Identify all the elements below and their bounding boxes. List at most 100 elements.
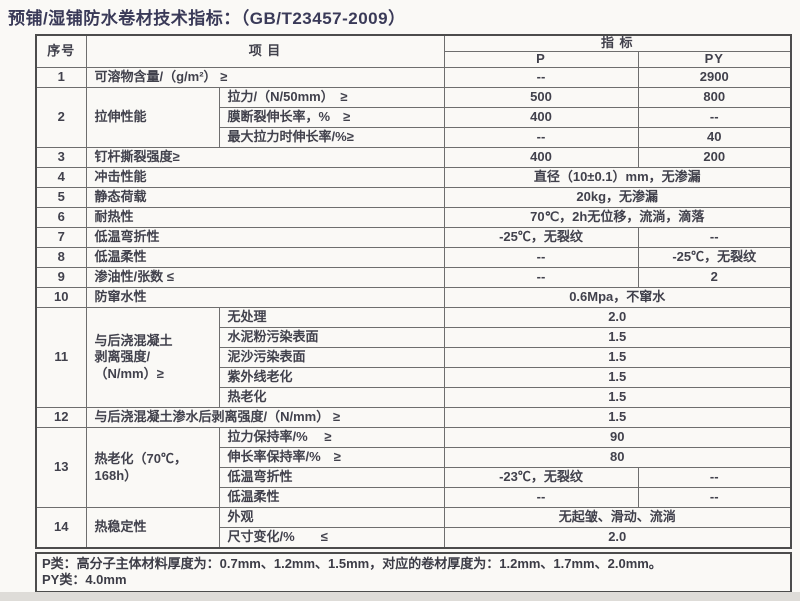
- cell-value-py: 200: [637, 147, 792, 168]
- cell-sub-label: 拉力/（N/50mm） ≥: [218, 87, 445, 108]
- cell-row-no: 11: [35, 307, 87, 408]
- table-row: 9 渗油性/张数 ≤ -- 2: [35, 267, 792, 288]
- spec-table: 序号 项 目 指 标 P PY 1 可溶物含量/（g/m²） ≥ -- 2900…: [35, 34, 792, 549]
- table-row: 低温弯折性 -23℃，无裂纹 --: [36, 467, 792, 488]
- cell-sub-label: 尺寸变化/% ≤: [218, 527, 445, 549]
- cell-value-span: 1.5: [443, 367, 792, 388]
- cell-value-span: 70℃，2h无位移，流淌，滴落: [443, 207, 792, 228]
- cell-row-no: 6: [35, 207, 87, 228]
- cell-value-span: 1.5: [443, 347, 792, 368]
- cell-value-py: 40: [637, 127, 792, 148]
- table-row: 14 热稳定性 外观 无起皱、滑动、流淌: [35, 507, 792, 549]
- cell-item-label: 渗油性/张数 ≤: [85, 267, 445, 288]
- cell-value-span: 直径（10±0.1）mm，无渗漏: [443, 167, 792, 188]
- cell-item-label: 钉杆撕裂强度≥: [85, 147, 445, 168]
- cell-row-no: 8: [35, 247, 87, 268]
- cell-value-p: --: [443, 247, 639, 268]
- cell-sub-label: 紫外线老化: [218, 367, 445, 388]
- cell-value-py: 2900: [637, 67, 792, 88]
- cell-item-label: 与后浇混凝土渗水后剥离强度/（N/mm） ≥: [85, 407, 445, 428]
- cell-value-span: 90: [443, 427, 792, 448]
- cell-value-py: -25℃，无裂纹: [637, 247, 792, 268]
- cell-value-py: --: [637, 467, 792, 488]
- cell-row-no: 13: [35, 427, 87, 508]
- table-header-row: 序号 项 目 指 标: [35, 34, 792, 68]
- cell-row-no: 10: [35, 287, 87, 308]
- cell-item-label: 低温柔性: [85, 247, 445, 268]
- table-row: 泥沙污染表面 1.5: [36, 347, 792, 368]
- cell-value-p: 400: [443, 147, 639, 168]
- table-row: 尺寸变化/% ≤ 2.0: [36, 527, 792, 549]
- cell-category-label: 热稳定性: [85, 507, 220, 549]
- cell-category-label: 热老化（70℃， 168h）: [85, 427, 220, 508]
- table-row: 7 低温弯折性 -25℃，无裂纹 --: [35, 227, 792, 248]
- cell-row-no: 2: [35, 87, 87, 148]
- cell-sub-label: 拉力保持率/% ≥: [218, 427, 445, 448]
- cell-value-p: -23℃，无裂纹: [443, 467, 639, 488]
- table-row: 低温柔性 -- --: [36, 487, 792, 508]
- cell-row-no: 5: [35, 187, 87, 208]
- cell-value-p: 500: [443, 87, 639, 108]
- cell-row-no: 12: [35, 407, 87, 428]
- cell-value-span: 2.0: [443, 307, 792, 328]
- cell-row-no: 7: [35, 227, 87, 248]
- cell-value-span: 80: [443, 447, 792, 468]
- cell-item-label: 静态荷载: [85, 187, 445, 208]
- cell-sub-label: 低温弯折性: [218, 467, 445, 488]
- cell-value-py: --: [637, 107, 792, 128]
- cell-sub-label: 膜断裂伸长率，% ≥: [218, 107, 445, 128]
- cell-item-label: 低温弯折性: [85, 227, 445, 248]
- cell-category-label: 拉伸性能: [85, 87, 220, 148]
- header-no: 序号: [35, 34, 87, 68]
- footnote-box: P类：高分子主体材料厚度为：0.7mm、1.2mm、1.5mm，对应的卷材厚度为…: [35, 552, 792, 593]
- table-row: 6 耐热性 70℃，2h无位移，流淌，滴落: [35, 207, 792, 228]
- cell-value-span: 1.5: [443, 387, 792, 408]
- cell-value-p: --: [443, 487, 639, 508]
- cell-row-no: 1: [35, 67, 87, 88]
- table-row: 4 冲击性能 直径（10±0.1）mm，无渗漏: [35, 167, 792, 188]
- table-row: 紫外线老化 1.5: [36, 367, 792, 388]
- cell-value-span: 20kg，无渗漏: [443, 187, 792, 208]
- cell-sub-label: 伸长率保持率/% ≥: [218, 447, 445, 468]
- header-p: P: [443, 51, 639, 68]
- cell-sub-label: 最大拉力时伸长率/%≥: [218, 127, 445, 148]
- table-row: 热老化 1.5: [36, 387, 792, 408]
- cell-value-p: --: [443, 67, 639, 88]
- cell-value-span: 1.5: [443, 407, 792, 428]
- cell-sub-label: 泥沙污染表面: [218, 347, 445, 368]
- cell-sub-label: 无处理: [218, 307, 445, 328]
- table-row: 3 钉杆撕裂强度≥ 400 200: [35, 147, 792, 168]
- header-item: 项 目: [85, 34, 445, 68]
- cell-category-label: 与后浇混凝土 剥离强度/ （N/mm）≥: [85, 307, 220, 408]
- cell-value-p: 400: [443, 107, 639, 128]
- cell-value-py: --: [637, 487, 792, 508]
- bottom-strip: [0, 592, 800, 601]
- cell-value-py: --: [637, 227, 792, 248]
- table-row: 1 可溶物含量/（g/m²） ≥ -- 2900: [35, 67, 792, 88]
- cell-value-span: 无起皱、滑动、流淌: [443, 507, 792, 528]
- cell-value-py: 2: [637, 267, 792, 288]
- table-row: 13 热老化（70℃， 168h） 拉力保持率/% ≥ 90: [35, 427, 792, 508]
- cell-item-label: 可溶物含量/（g/m²） ≥: [85, 67, 445, 88]
- footnote-line-p: P类：高分子主体材料厚度为：0.7mm、1.2mm、1.5mm，对应的卷材厚度为…: [42, 556, 662, 571]
- table-row: 11 与后浇混凝土 剥离强度/ （N/mm）≥ 无处理 2.0: [35, 307, 792, 408]
- table-row: 伸长率保持率/% ≥ 80: [36, 447, 792, 468]
- cell-sub-label: 低温柔性: [218, 487, 445, 508]
- cell-item-label: 防窜水性: [85, 287, 445, 308]
- cell-row-no: 14: [35, 507, 87, 549]
- cell-row-no: 9: [35, 267, 87, 288]
- cell-value-p: -25℃，无裂纹: [443, 227, 639, 248]
- cell-sub-label: 外观: [218, 507, 445, 528]
- cell-sub-label: 热老化: [218, 387, 445, 408]
- page-title: 预铺/湿铺防水卷材技术指标：（GB/T23457-2009）: [8, 9, 406, 28]
- cell-value-p: --: [443, 127, 639, 148]
- cell-item-label: 冲击性能: [85, 167, 445, 188]
- cell-sub-label: 水泥粉污染表面: [218, 327, 445, 348]
- cell-value-py: 800: [637, 87, 792, 108]
- cell-value-span: 1.5: [443, 327, 792, 348]
- cell-value-span: 0.6Mpa，不窜水: [443, 287, 792, 308]
- cell-row-no: 4: [35, 167, 87, 188]
- cell-row-no: 3: [35, 147, 87, 168]
- table-row: 10 防窜水性 0.6Mpa，不窜水: [35, 287, 792, 308]
